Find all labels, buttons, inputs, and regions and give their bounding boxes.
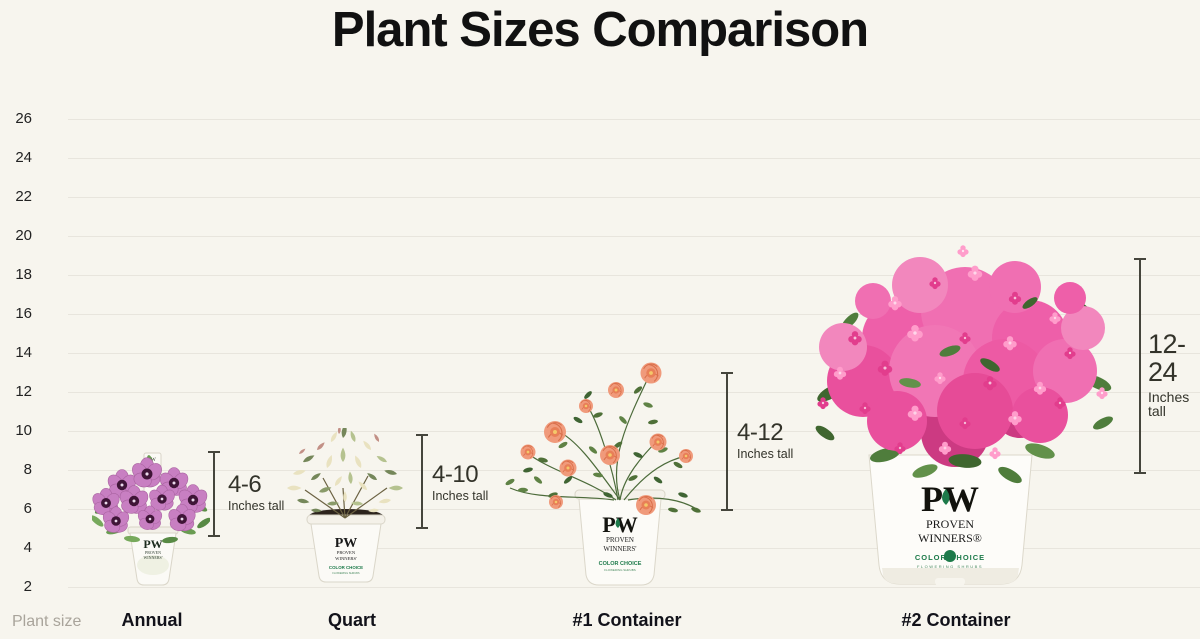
pot-color-choice-sub: FLOWERING SHRUBS (604, 568, 636, 572)
pot-color-choice: COLOR CHOICE (329, 565, 363, 570)
height-unit: Inches tall (432, 489, 489, 504)
gridline (68, 236, 1200, 237)
pot-logo: PW (335, 536, 358, 551)
category-label-container1: #1 Container (572, 610, 682, 630)
pot-color-choice: COLOR CHOICE (915, 553, 985, 562)
y-axis-tick-label: 2 (23, 578, 32, 595)
y-axis-tick-label: 4 (23, 539, 32, 556)
gridline (68, 197, 1200, 198)
variegated-shrub-art: PW PROVEN WINNERS' COLOR CHOICE FLOWERIN… (287, 428, 403, 583)
gridline (68, 353, 1200, 354)
container2-plant-image: PW PROVEN WINNERS® COLOR CHOICE FLOWERIN… (815, 243, 1113, 587)
page-title: Plant Sizes Comparison (331, 3, 869, 57)
height-annotation-quart: 4-10 Inches tall (432, 462, 488, 503)
pot-logo: PW (143, 537, 162, 551)
pot-brand-line2: WINNERS' (603, 545, 636, 553)
pot-brand-line1: PROVEN (606, 536, 634, 544)
height-range: 4-6 (228, 471, 262, 498)
height-unit: Inches tall (737, 447, 794, 462)
height-bracket-annual (208, 451, 220, 537)
height-annotation-container2: 12-24 Inches tall (1148, 330, 1200, 419)
gridline (68, 470, 1200, 471)
flower-mass (815, 245, 1113, 487)
height-bracket-container2 (1134, 258, 1146, 474)
y-axis-tick-label: 22 (15, 188, 32, 205)
pot-color-choice: COLOR CHOICE (599, 561, 642, 567)
gridline (68, 119, 1200, 120)
y-axis-tick-label: 12 (15, 383, 32, 400)
gridline (68, 275, 1200, 276)
gridline (68, 314, 1200, 315)
container1-plant-image: PW PROVEN WINNERS' COLOR CHOICE FLOWERIN… (498, 360, 705, 588)
recycle-badge (944, 550, 956, 562)
gridline (68, 431, 1200, 432)
pot-brand-line1: PROVEN (926, 517, 974, 531)
gridline (68, 587, 1200, 588)
category-label-quart: Quart (327, 610, 376, 630)
height-annotation-annual: 4-6 Inches tall (228, 472, 284, 513)
pot-color-choice-sub: FLOWERING SHRUBS (332, 571, 360, 575)
pot-brand-line1: PROVEN (145, 550, 161, 555)
y-axis-tick-label: 16 (15, 305, 32, 322)
pot-leaf-icon (942, 489, 950, 505)
rose-art: PW PROVEN WINNERS' COLOR CHOICE FLOWERIN… (504, 361, 702, 586)
annual-plant-image: PW PW PROVEN WINNERS' (92, 447, 210, 587)
pot: PW PROVEN WINNERS® COLOR CHOICE FLOWERIN… (868, 454, 1033, 585)
height-range: 4-12 (737, 419, 784, 446)
pot: PW PROVEN WINNERS' COLOR CHOICE FLOWERIN… (574, 489, 666, 586)
y-axis-tick-label: 10 (15, 422, 32, 439)
pot-brand-line2: WINNERS® (918, 531, 982, 545)
height-unit: Inches tall (228, 499, 285, 514)
height-bracket-quart (416, 434, 428, 529)
petunia-blooms (92, 457, 210, 535)
x-axis-label: Plant size (12, 613, 82, 630)
foliage (287, 428, 403, 513)
pot-logo: PW (921, 479, 979, 519)
height-unit: Inches tall (1148, 388, 1190, 420)
pot-brand-line2: WINNERS' (144, 555, 163, 560)
y-axis-tick-label: 8 (23, 461, 32, 478)
weigela-art: PW PROVEN WINNERS® COLOR CHOICE FLOWERIN… (815, 245, 1113, 585)
pot: PW PROVEN WINNERS' (127, 526, 179, 586)
pot-brand-line2: WINNERS' (335, 556, 357, 561)
quart-plant-image: PW PROVEN WINNERS' COLOR CHOICE FLOWERIN… (283, 428, 408, 587)
y-axis-tick-label: 14 (15, 344, 32, 361)
y-axis-tick-label: 24 (15, 149, 32, 166)
category-label-container2: #2 Container (901, 610, 1011, 630)
height-annotation-container1: 4-12 Inches tall (737, 420, 793, 461)
gridline (68, 158, 1200, 159)
pot-leaf-icon (615, 518, 620, 528)
pot: PW PROVEN WINNERS' COLOR CHOICE FLOWERIN… (306, 509, 386, 583)
pot-color-choice-sub: FLOWERING SHRUBS (917, 564, 983, 569)
height-range: 4-10 (432, 461, 479, 488)
category-label-annual: Annual (121, 610, 183, 630)
petunia-art: PW PW PROVEN WINNERS' (92, 452, 210, 586)
y-axis-tick-label: 18 (15, 266, 32, 283)
height-bracket-container1 (721, 372, 733, 511)
height-range: 12-24 (1148, 329, 1186, 388)
pot-logo: PW (602, 512, 637, 537)
pot-brand-line1: PROVEN (337, 550, 356, 555)
stems (304, 475, 388, 519)
y-axis-tick-label: 26 (15, 110, 32, 127)
y-axis-tick-label: 6 (23, 500, 32, 517)
y-axis-tick-label: 20 (15, 227, 32, 244)
